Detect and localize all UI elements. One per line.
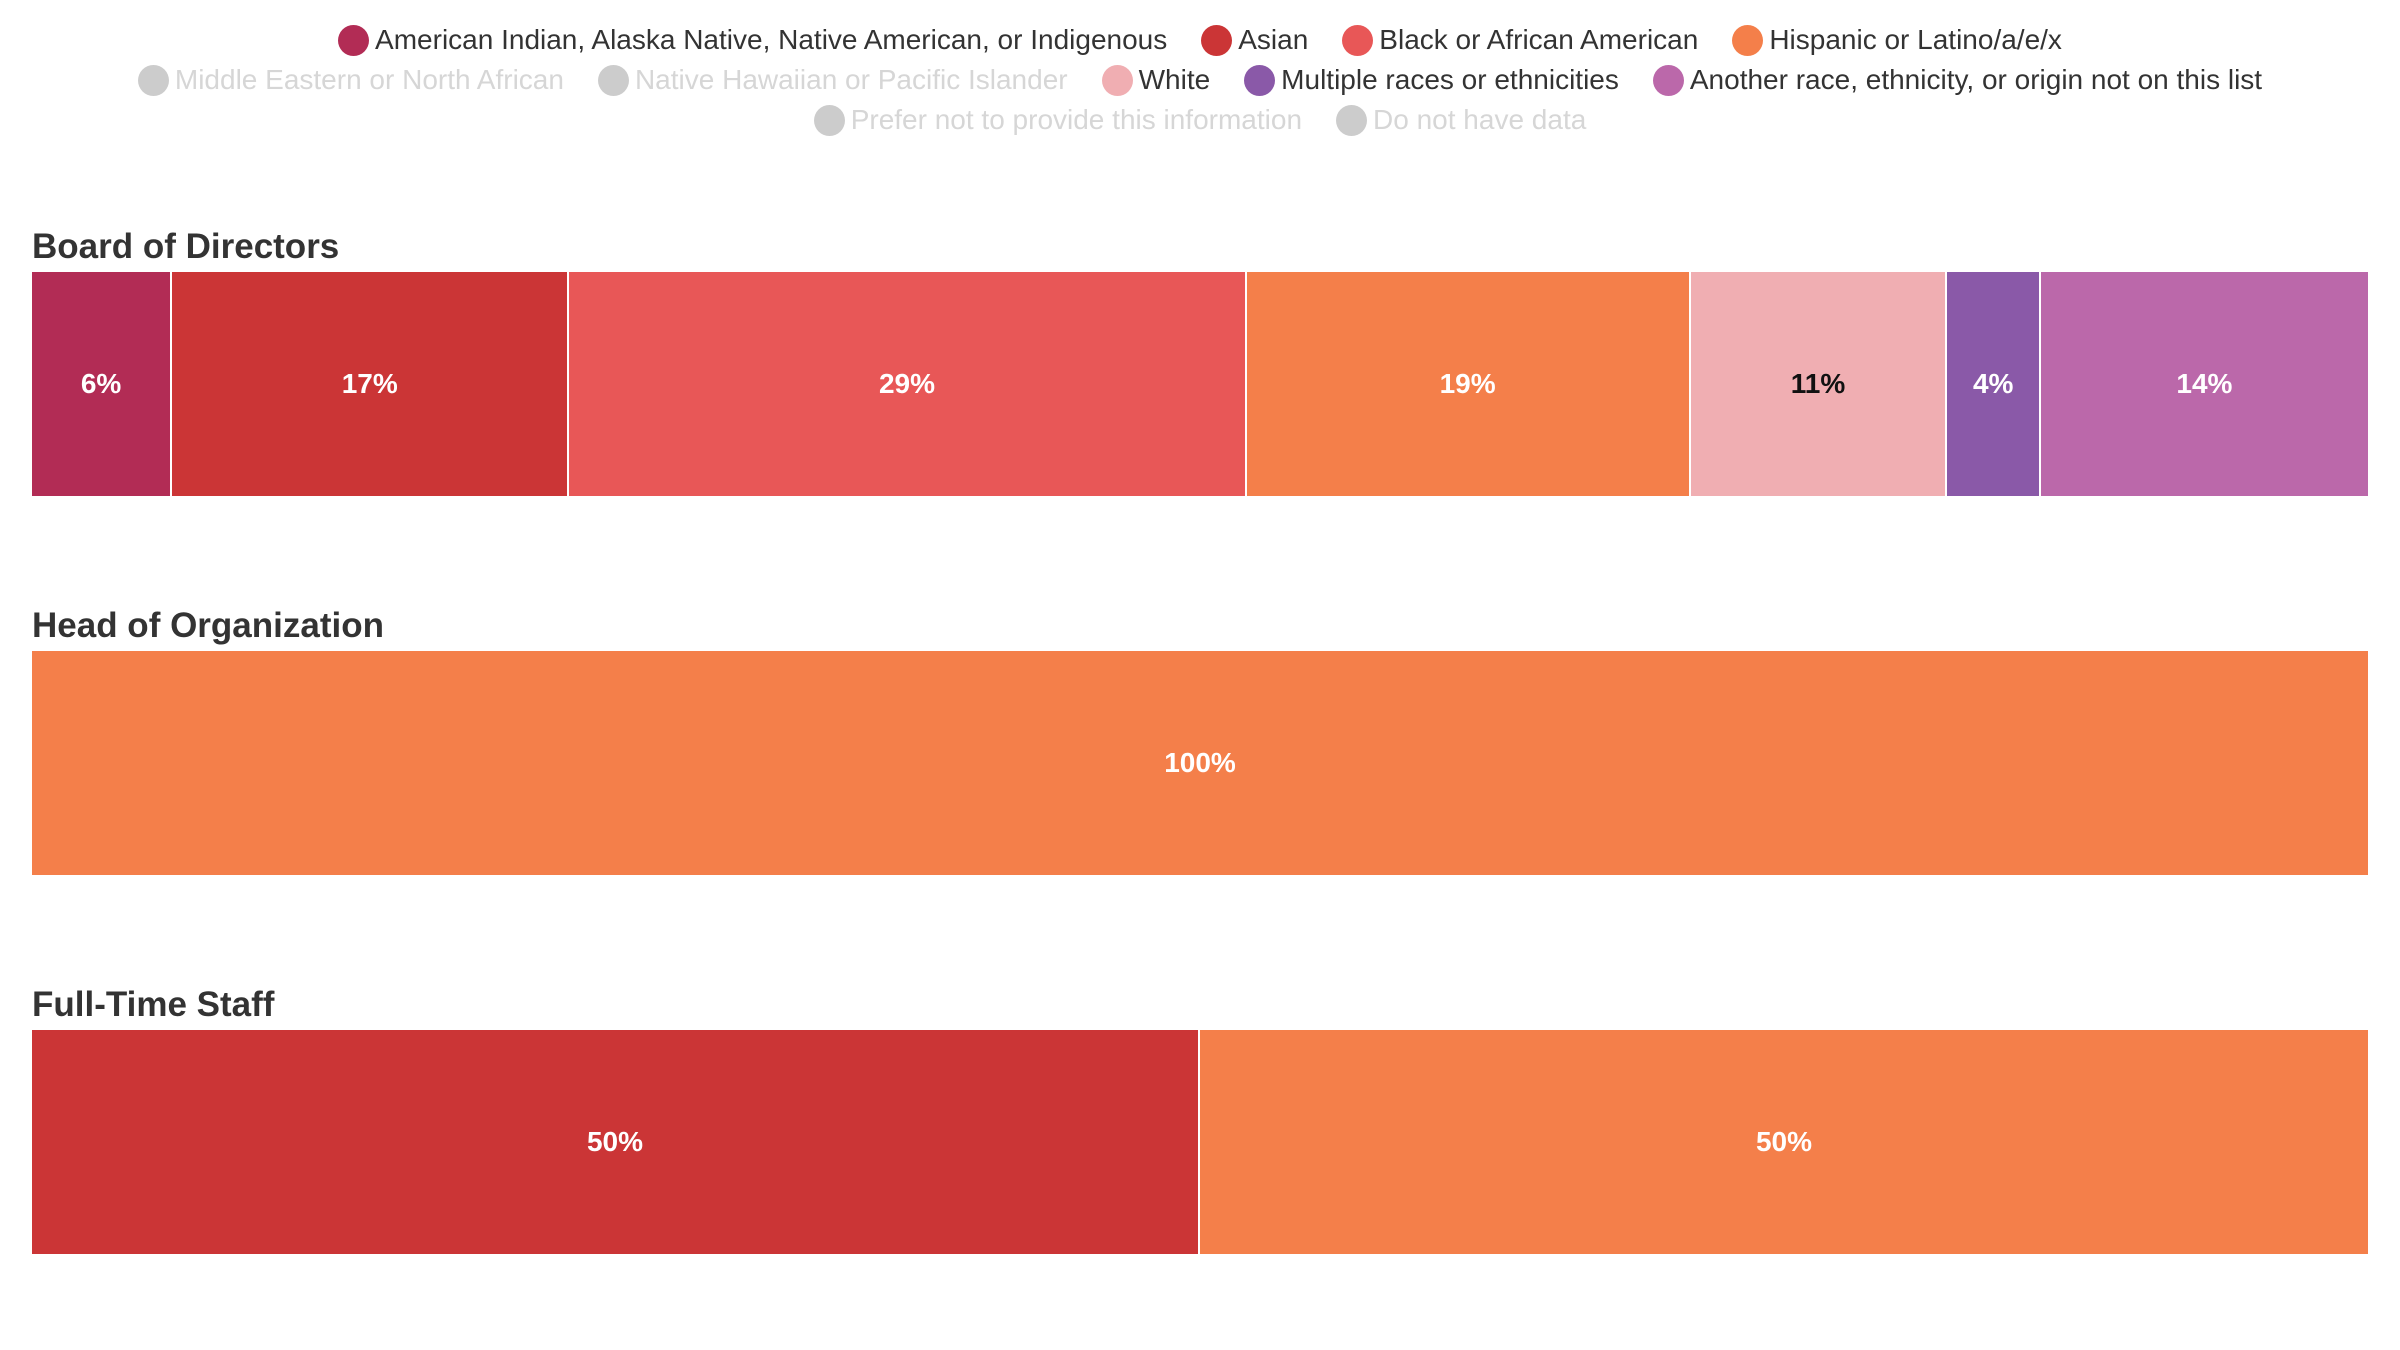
legend-swatch-icon [1652, 64, 1684, 96]
stacked-bar: 6% 17% 29% 19% 11% 4% 14% [32, 272, 2368, 496]
legend-item-black-or-african-american[interactable]: Black or African American [1342, 24, 1698, 56]
legend-label: Middle Eastern or North African [174, 64, 564, 95]
bar-group-title: Board of Directors [32, 227, 340, 266]
legend-item-another-race-ethnicity-or-origin-not-on-this-list[interactable]: Another race, ethnicity, or origin not o… [1652, 64, 2263, 96]
data-label: 100% [1164, 747, 1236, 778]
bar-group-title: Head of Organization [32, 606, 384, 645]
legend-label: American Indian, Alaska Native, Native A… [375, 24, 1168, 55]
bar-segment-asian[interactable]: 17% [172, 272, 570, 496]
bar-segment-american-indian-alaska-native-native-american-or-indigenous[interactable]: 6% [32, 272, 173, 496]
data-label: 50% [586, 1126, 644, 1157]
legend-item-asian[interactable]: Asian [1201, 24, 1308, 56]
bar-segment-multiple-races-or-ethnicities[interactable]: 4% [1947, 272, 2041, 496]
bar-segment-asian[interactable]: 50% [32, 1030, 1200, 1254]
bar-segment-hispanic-or-latino-a-e-x[interactable]: 100% [32, 651, 2368, 875]
bar-segment-hispanic-or-latino-a-e-x[interactable]: 19% [1246, 272, 1691, 496]
legend-label: Multiple races or ethnicities [1281, 64, 1619, 95]
legend-item-middle-eastern-or-north-african[interactable]: Middle Eastern or North African [137, 64, 564, 96]
legend-label: Black or African American [1379, 24, 1699, 55]
bar-group-board-of-directors: Board of Directors 6% 17% 29% 19% 11% 4% 14% [32, 222, 2368, 496]
bar-group-head-of-organization: Head of Organization 100% [32, 601, 2368, 875]
legend-item-american-indian-alaska-native-native-american-or-indigenous[interactable]: American Indian, Alaska Native, Native A… [338, 24, 1167, 56]
legend-item-multiple-races-or-ethnicities[interactable]: Multiple races or ethnicities [1244, 64, 1619, 96]
bar-segment-another-race-ethnicity-or-origin-not-on-this-list[interactable]: 14% [2040, 272, 2368, 496]
legend-item-prefer-not-to-provide-this-information[interactable]: Prefer not to provide this information [813, 104, 1303, 136]
stacked-bar: 50% 50% [32, 1030, 2368, 1254]
data-label: 50% [1755, 1126, 1813, 1157]
legend-label: Prefer not to provide this information [850, 104, 1303, 135]
data-label: 14% [2176, 368, 2233, 399]
bar-segment-black-or-african-american[interactable]: 29% [569, 272, 1247, 496]
data-label: 6% [80, 368, 122, 399]
legend-item-hispanic-or-latino-a-e-x[interactable]: Hispanic or Latino/a/e/x [1732, 24, 2062, 56]
legend-swatch-icon [1732, 24, 1764, 56]
legend-swatch-icon [1101, 64, 1133, 96]
legend-row: Prefer not to provide this information Do… [0, 100, 2400, 140]
legend-swatch-icon [813, 104, 845, 136]
legend-label: Native Hawaiian or Pacific Islander [634, 64, 1068, 95]
bar-group-full-time-staff: Full-Time Staff 50% 50% [32, 980, 2368, 1254]
legend-swatch-icon [338, 24, 370, 56]
legend-label: Asian [1238, 24, 1309, 55]
legend-swatch-icon [1342, 24, 1374, 56]
legend-label: White [1138, 64, 1211, 95]
data-label: 19% [1439, 368, 1496, 399]
legend-label: Do not have data [1373, 104, 1587, 135]
bar-segment-hispanic-or-latino-a-e-x[interactable]: 50% [1200, 1030, 2368, 1254]
legend-item-white[interactable]: White [1101, 64, 1211, 96]
chart-legend: American Indian, Alaska Native, Native A… [0, 20, 2400, 140]
data-label: 29% [878, 368, 935, 399]
legend-row: American Indian, Alaska Native, Native A… [0, 20, 2400, 60]
legend-row: Middle Eastern or North African Native Ha… [0, 60, 2400, 100]
bar-group-title: Full-Time Staff [32, 985, 275, 1024]
legend-swatch-icon [1201, 24, 1233, 56]
legend-label: Hispanic or Latino/a/e/x [1769, 24, 2062, 55]
legend-item-do-not-have-data[interactable]: Do not have data [1336, 104, 1586, 136]
data-label: 11% [1790, 368, 1846, 399]
legend-swatch-icon [1244, 64, 1276, 96]
legend-swatch-icon [137, 64, 169, 96]
bar-segment-white[interactable]: 11% [1690, 272, 1948, 496]
legend-swatch-icon [1336, 104, 1368, 136]
legend-item-native-hawaiian-or-pacific-islander[interactable]: Native Hawaiian or Pacific Islander [597, 64, 1068, 96]
stacked-bar: 100% [32, 651, 2368, 875]
data-label: 17% [341, 368, 398, 399]
data-label: 4% [1972, 368, 2014, 399]
legend-swatch-icon [597, 64, 629, 96]
legend-label: Another race, ethnicity, or origin not o… [1689, 64, 2263, 95]
